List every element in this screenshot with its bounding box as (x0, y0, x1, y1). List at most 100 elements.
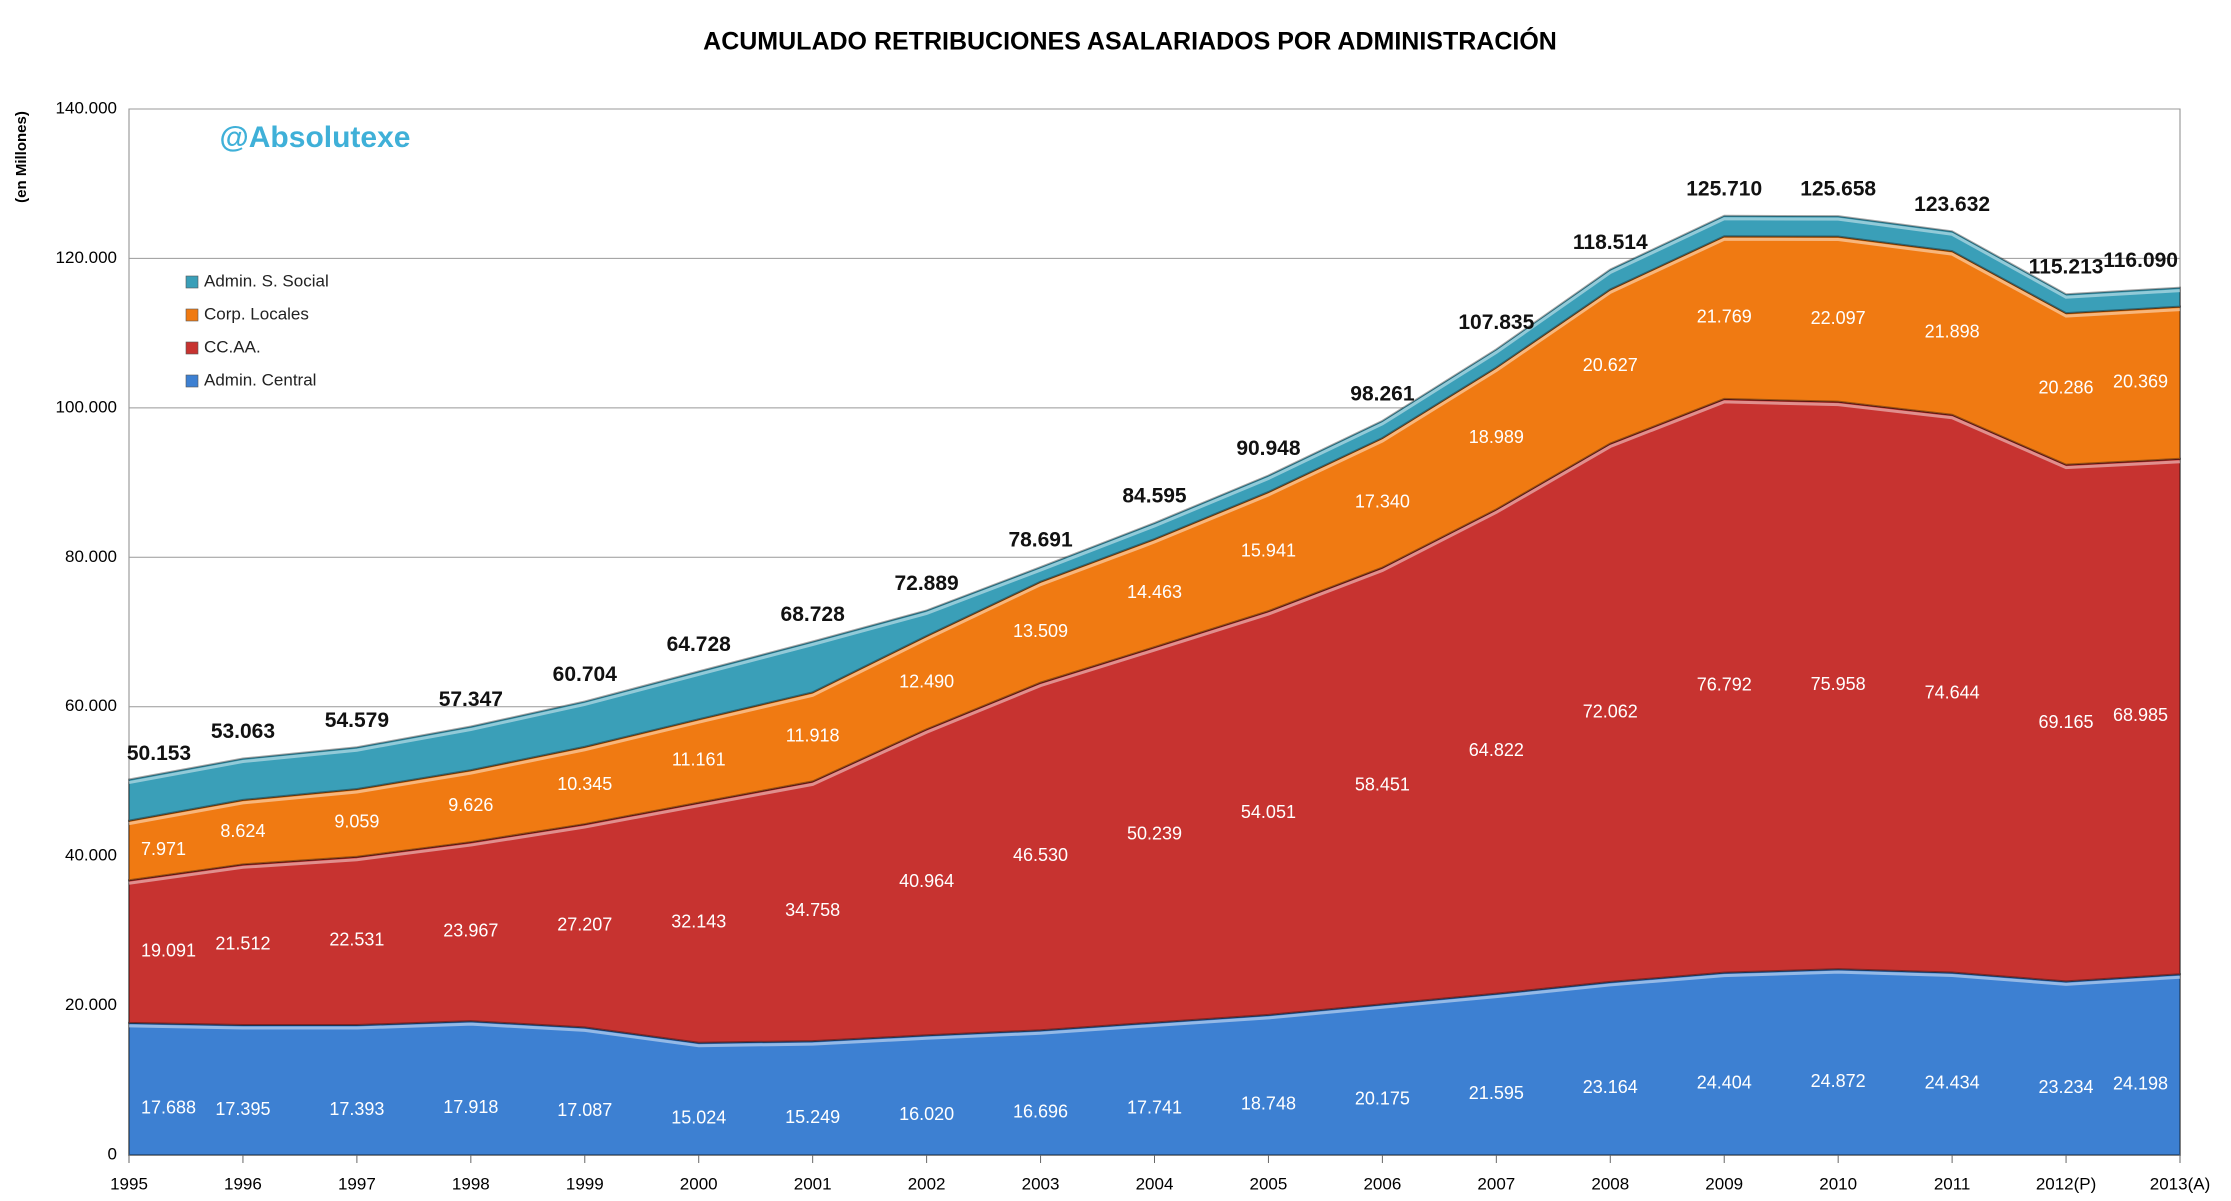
value-label: 21.898 (1925, 322, 1980, 342)
value-label: 24.434 (1925, 1072, 1980, 1092)
value-label: 32.143 (671, 911, 726, 931)
legend-label: CC.AA. (204, 337, 261, 356)
area-highlight (128, 970, 2181, 1048)
value-label: 20.627 (1583, 355, 1638, 375)
value-label: 23.967 (443, 920, 498, 940)
value-label: 13.509 (1013, 621, 1068, 641)
area-highlight (128, 217, 2181, 785)
value-label: 76.792 (1697, 675, 1752, 695)
chart-title: ACUMULADO RETRIBUCIONES ASALARIADOS POR … (703, 26, 1557, 56)
total-label: 125.710 (1686, 177, 1762, 200)
total-label: 64.728 (667, 633, 732, 656)
x-tick-label: 2004 (1136, 1174, 1174, 1193)
value-label: 11.918 (786, 726, 840, 746)
legend-label: Admin. Central (204, 370, 316, 389)
y-tick-label: 140.000 (56, 98, 117, 117)
value-label: 17.741 (1127, 1097, 1182, 1117)
value-label: 15.249 (785, 1107, 840, 1127)
value-label: 21.769 (1697, 306, 1752, 326)
value-label: 50.239 (1127, 824, 1182, 844)
value-label: 23.234 (2039, 1077, 2094, 1097)
value-label: 69.165 (2039, 712, 2094, 732)
value-label: 17.395 (215, 1099, 270, 1119)
x-tick-label: 2012(P) (2036, 1174, 2096, 1193)
x-tick-label: 1998 (452, 1174, 490, 1193)
y-tick-label: 40.000 (65, 846, 117, 865)
y-tick-label: 60.000 (65, 696, 117, 715)
value-label: 7.971 (141, 839, 186, 859)
total-label: 50.153 (127, 742, 191, 765)
x-tick-label: 1997 (338, 1174, 376, 1193)
value-label: 18.748 (1241, 1094, 1296, 1114)
total-label: 116.090 (2103, 249, 2178, 272)
value-label: 58.451 (1355, 775, 1410, 795)
value-label: 15.024 (671, 1108, 726, 1128)
x-tick-label: 1995 (110, 1174, 148, 1193)
value-label: 20.175 (1355, 1088, 1410, 1108)
area-highlight (128, 400, 2181, 885)
value-label: 9.059 (334, 812, 379, 832)
area (128, 235, 2181, 882)
value-label: 17.393 (329, 1099, 384, 1119)
value-label: 19.091 (141, 940, 196, 960)
value-label: 20.286 (2039, 378, 2094, 398)
area (128, 214, 2181, 822)
value-label: 54.051 (1241, 802, 1296, 822)
total-label: 115.213 (2029, 256, 2104, 279)
value-label: 21.512 (215, 933, 270, 953)
value-label: 14.463 (1127, 582, 1182, 602)
x-tick-label: 2008 (1591, 1174, 1629, 1193)
total-label: 54.579 (325, 709, 389, 732)
x-tick-label: 2011 (1934, 1174, 1971, 1193)
value-label: 15.941 (1241, 540, 1296, 560)
y-tick-label: 80.000 (65, 547, 117, 566)
value-label: 34.758 (785, 900, 840, 920)
value-label: 75.958 (1811, 674, 1866, 694)
area-highlight (128, 237, 2181, 826)
x-tick-label: 2001 (794, 1174, 832, 1193)
value-label: 17.340 (1355, 492, 1410, 512)
value-label: 16.020 (899, 1104, 954, 1124)
total-label: 90.948 (1236, 437, 1301, 460)
x-tick-label: 2009 (1705, 1174, 1743, 1193)
total-label: 78.691 (1008, 529, 1073, 552)
total-label: 107.835 (1458, 311, 1534, 334)
value-label: 22.531 (329, 930, 384, 950)
value-label: 68.985 (2113, 705, 2168, 725)
total-label: 53.063 (211, 720, 275, 743)
y-tick-label: 120.000 (56, 248, 117, 267)
x-tick-label: 2003 (1022, 1174, 1060, 1193)
x-tick-label: 2005 (1250, 1174, 1288, 1193)
x-tick-label: 1996 (224, 1174, 262, 1193)
total-label: 60.704 (553, 663, 618, 686)
value-label: 21.595 (1469, 1083, 1524, 1103)
total-label: 118.514 (1573, 231, 1648, 254)
x-tick-label: 2006 (1363, 1174, 1401, 1193)
y-tick-label: 100.000 (56, 397, 117, 416)
total-label: 123.632 (1914, 193, 1990, 216)
value-label: 46.530 (1013, 845, 1068, 865)
value-label: 64.822 (1469, 740, 1524, 760)
value-label: 12.490 (899, 671, 954, 691)
value-label: 72.062 (1583, 701, 1638, 721)
legend-label: Admin. S. Social (204, 271, 329, 290)
x-tick-label: 2007 (1477, 1174, 1515, 1193)
total-label: 84.595 (1122, 485, 1187, 508)
y-axis-label: (en Millones) (13, 111, 30, 203)
total-label: 72.889 (894, 572, 958, 595)
value-label: 17.918 (443, 1097, 498, 1117)
value-label: 40.964 (899, 871, 954, 891)
value-label: 17.087 (557, 1100, 612, 1120)
total-label: 98.261 (1350, 382, 1415, 405)
value-label: 74.644 (1925, 682, 1980, 702)
total-label: 125.658 (1800, 178, 1876, 201)
legend-swatch (185, 308, 199, 322)
value-label: 24.872 (1811, 1071, 1866, 1091)
x-tick-label: 1999 (566, 1174, 604, 1193)
value-label: 10.345 (557, 774, 612, 794)
y-tick-label: 20.000 (65, 995, 117, 1014)
value-label: 24.198 (2113, 1073, 2168, 1093)
total-label: 57.347 (439, 688, 503, 711)
x-tick-label: 2010 (1819, 1174, 1857, 1193)
